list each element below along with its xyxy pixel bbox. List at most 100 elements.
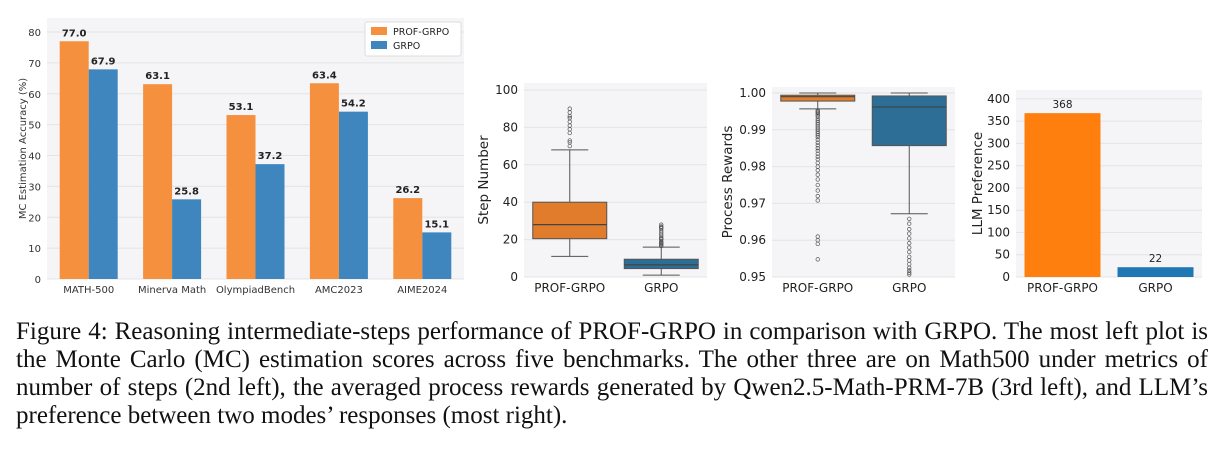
bar-prof-grpo xyxy=(143,84,173,280)
bar-grpo xyxy=(338,111,368,279)
outlier-point xyxy=(815,140,820,145)
outlier-point xyxy=(815,188,820,193)
figure-caption: Figure 4: Reasoning intermediate-steps p… xyxy=(16,318,1208,430)
outlier-point xyxy=(815,154,820,159)
legend-swatch xyxy=(371,27,387,35)
outlier-point xyxy=(907,272,912,277)
data-label: 37.2 xyxy=(258,151,283,162)
x-tick-label: MATH-500 xyxy=(63,285,114,296)
plot-area xyxy=(524,83,707,277)
outlier-point xyxy=(567,138,572,143)
outlier-point xyxy=(815,182,820,188)
outlier-point xyxy=(815,135,820,140)
outlier-point xyxy=(907,231,912,236)
y-tick-label: 80 xyxy=(28,28,41,39)
y-tick-label: 300 xyxy=(987,136,1010,150)
process-rewards-boxplot: 0.95 0.96 0.97 0.98 0.99 1.00 Process Rewards P… xyxy=(720,86,955,295)
box xyxy=(532,201,608,240)
y-tick-label: 150 xyxy=(987,203,1010,217)
legend-label: PROF-GRPO xyxy=(393,27,449,38)
legend-label: GRPO xyxy=(393,41,420,52)
y-tick-label: 0.95 xyxy=(739,270,766,284)
outlier-point xyxy=(815,151,820,156)
bar xyxy=(1024,113,1101,278)
outlier-point xyxy=(815,137,820,142)
outlier-point xyxy=(815,143,820,148)
outlier-point xyxy=(815,168,820,173)
y-tick-label: 50 xyxy=(995,248,1010,262)
step-number-boxplot: 0 20 40 60 80 100 Step Number PROF-GRPO GRPO xyxy=(476,83,707,295)
bar-prof-grpo xyxy=(309,83,339,279)
outlier-point xyxy=(659,224,664,229)
figure-4: 0 10 20 30 40 50 60 70 80 MC Estimation Accuracy … xyxy=(18,18,1202,296)
y-tick-label: 70 xyxy=(28,59,41,70)
outlier-point xyxy=(907,245,912,250)
bar-grpo xyxy=(255,164,285,279)
outlier-point xyxy=(567,140,572,145)
data-label: 63.4 xyxy=(312,70,337,81)
y-tick-label: 0.96 xyxy=(739,233,766,247)
outlier-point xyxy=(815,257,820,262)
x-tick-label: GRPO xyxy=(1138,281,1172,295)
y-tick-label: 40 xyxy=(503,195,518,209)
outlier-point xyxy=(815,133,820,138)
data-label: 368 xyxy=(1052,99,1072,111)
x-tick-label: GRPO xyxy=(644,281,678,295)
mc-accuracy-chart: 0 10 20 30 40 50 60 70 80 MC Estimation Accuracy … xyxy=(18,18,464,296)
data-label: 26.2 xyxy=(395,185,420,196)
y-tick-label: 200 xyxy=(987,181,1010,195)
bar-prof-grpo xyxy=(59,41,89,280)
box xyxy=(871,95,947,147)
y-tick-label: 20 xyxy=(28,213,41,224)
outlier-point xyxy=(907,216,912,222)
llm-preference-chart: 0 50 100 150 200 250 300 350 400 LLM Preference 36… xyxy=(970,90,1202,295)
y-tick-label: 0 xyxy=(35,275,41,286)
outlier-point xyxy=(907,240,912,246)
bar xyxy=(1117,267,1194,277)
x-tick-label: AMC2023 xyxy=(315,285,363,296)
y-tick-label: 40 xyxy=(28,152,41,163)
data-label: 53.1 xyxy=(229,102,254,113)
box xyxy=(623,258,699,270)
legend-swatch xyxy=(371,41,387,49)
box xyxy=(780,94,856,102)
y-tick-label: 0 xyxy=(1002,270,1010,284)
outlier-point xyxy=(907,265,912,270)
bar-grpo xyxy=(88,69,118,279)
outlier-point xyxy=(907,249,912,255)
y-tick-label: 0.98 xyxy=(739,160,766,174)
y-tick-label: 30 xyxy=(28,182,41,193)
y-axis-label: Process Rewards xyxy=(720,126,736,239)
y-axis-label: MC Estimation Accuracy (%) xyxy=(18,78,29,219)
outlier-point xyxy=(907,270,912,275)
outlier-point xyxy=(815,241,820,247)
outlier-point xyxy=(567,115,572,121)
x-tick-label: AIME2024 xyxy=(397,285,447,296)
outlier-point xyxy=(907,221,912,226)
caption-text: Figure 4: Reasoning intermediate-steps p… xyxy=(16,318,1208,429)
x-tick-label: Minerva Math xyxy=(138,285,206,296)
data-label: 25.8 xyxy=(174,186,199,197)
data-label: 67.9 xyxy=(91,56,116,67)
y-tick-label: 400 xyxy=(987,92,1010,106)
y-tick-label: 350 xyxy=(987,114,1010,128)
legend-box xyxy=(364,21,462,57)
outlier-point xyxy=(815,148,820,153)
data-label: 77.0 xyxy=(62,28,87,39)
bar-grpo xyxy=(172,199,202,279)
x-tick-label: OlympiadBench xyxy=(216,285,295,296)
y-tick-label: 0.99 xyxy=(739,123,766,137)
outlier-point xyxy=(815,198,820,203)
outlier-point xyxy=(815,146,820,151)
x-tick-label: PROF-GRPO xyxy=(534,281,605,295)
outlier-point xyxy=(907,236,912,241)
outlier-point xyxy=(815,177,820,182)
y-tick-label: 60 xyxy=(503,158,518,172)
outlier-point xyxy=(815,111,820,116)
x-tick-label: PROF-GRPO xyxy=(1027,281,1098,295)
y-tick-label: 80 xyxy=(503,120,518,134)
y-tick-label: 20 xyxy=(503,233,518,247)
bar-prof-grpo xyxy=(393,198,423,279)
y-tick-label: 50 xyxy=(28,121,41,132)
x-tick-label: GRPO xyxy=(892,281,926,295)
